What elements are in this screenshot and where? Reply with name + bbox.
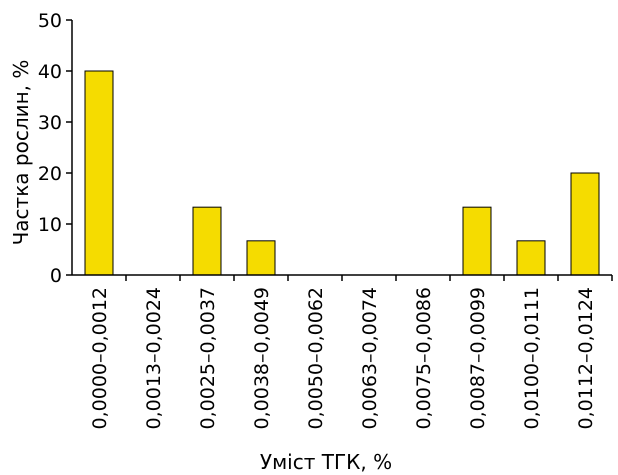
y-tick-label: 0 bbox=[50, 265, 62, 287]
x-tick-label: 0,0038–0,0049 bbox=[251, 287, 273, 429]
x-axis-title: Уміст ТГК, % bbox=[260, 450, 392, 474]
y-tick-label: 30 bbox=[38, 112, 62, 134]
y-axis-ticks: 0 10 20 30 40 50 bbox=[38, 10, 72, 287]
y-tick-label: 40 bbox=[38, 61, 62, 83]
x-tick-label: 0,0025–0,0037 bbox=[197, 287, 219, 429]
bar bbox=[516, 240, 546, 276]
x-tick-label: 0,0013–0,0024 bbox=[143, 287, 165, 429]
x-tick-label: 0,0087–0,0099 bbox=[467, 287, 489, 429]
y-tick-label: 10 bbox=[38, 214, 62, 236]
bar bbox=[84, 70, 114, 276]
y-tick-label: 20 bbox=[38, 163, 62, 185]
x-tick-label: 0,0075–0,0086 bbox=[413, 287, 435, 429]
y-axis-title: Частка рослин, % bbox=[9, 60, 33, 246]
bars-group bbox=[84, 70, 600, 276]
y-tick-label: 50 bbox=[38, 10, 62, 32]
x-tick-label: 0,0000–0,0012 bbox=[89, 287, 111, 429]
x-tick-label: 0,0112–0,0124 bbox=[575, 287, 597, 429]
bar bbox=[462, 206, 492, 276]
x-axis-ticks: 0,0000–0,0012 0,0013–0,0024 0,0025–0,0037 0… bbox=[89, 275, 613, 429]
bar bbox=[570, 172, 600, 276]
x-tick-label: 0,0050–0,0062 bbox=[305, 287, 327, 429]
x-tick-label: 0,0063–0,0074 bbox=[359, 287, 381, 429]
bar bbox=[192, 206, 222, 276]
x-tick-label: 0,0100–0,0111 bbox=[521, 287, 543, 429]
bar bbox=[246, 240, 276, 276]
